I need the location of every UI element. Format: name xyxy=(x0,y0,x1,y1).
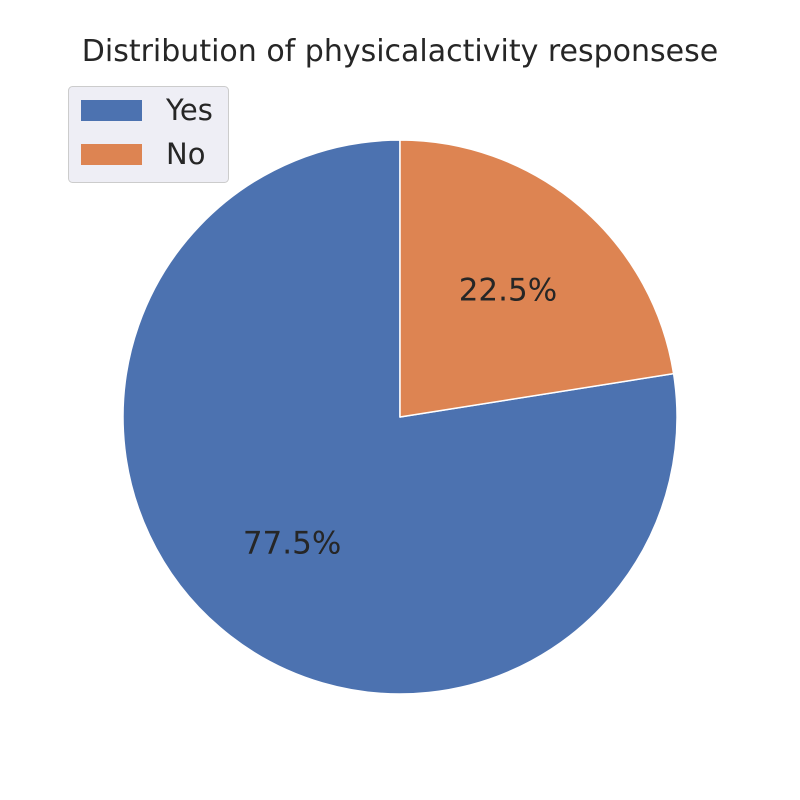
slice-label-no: 22.5% xyxy=(459,273,557,309)
legend-swatch-yes xyxy=(81,100,142,121)
slice-label-yes: 77.5% xyxy=(243,525,341,561)
legend-label-no: No xyxy=(166,137,205,171)
legend-swatch-no xyxy=(81,144,142,165)
legend-label-yes: Yes xyxy=(165,93,213,127)
chart-title: Distribution of physicalactivity respons… xyxy=(82,34,718,69)
pie-slice-yes xyxy=(122,139,678,695)
pie-slice-labels: 77.5% 22.5% xyxy=(243,273,557,562)
pie-slices xyxy=(122,139,678,695)
pie-slice-no xyxy=(399,139,675,418)
legend: Yes No xyxy=(68,86,229,183)
legend-items: Yes No xyxy=(81,93,213,171)
